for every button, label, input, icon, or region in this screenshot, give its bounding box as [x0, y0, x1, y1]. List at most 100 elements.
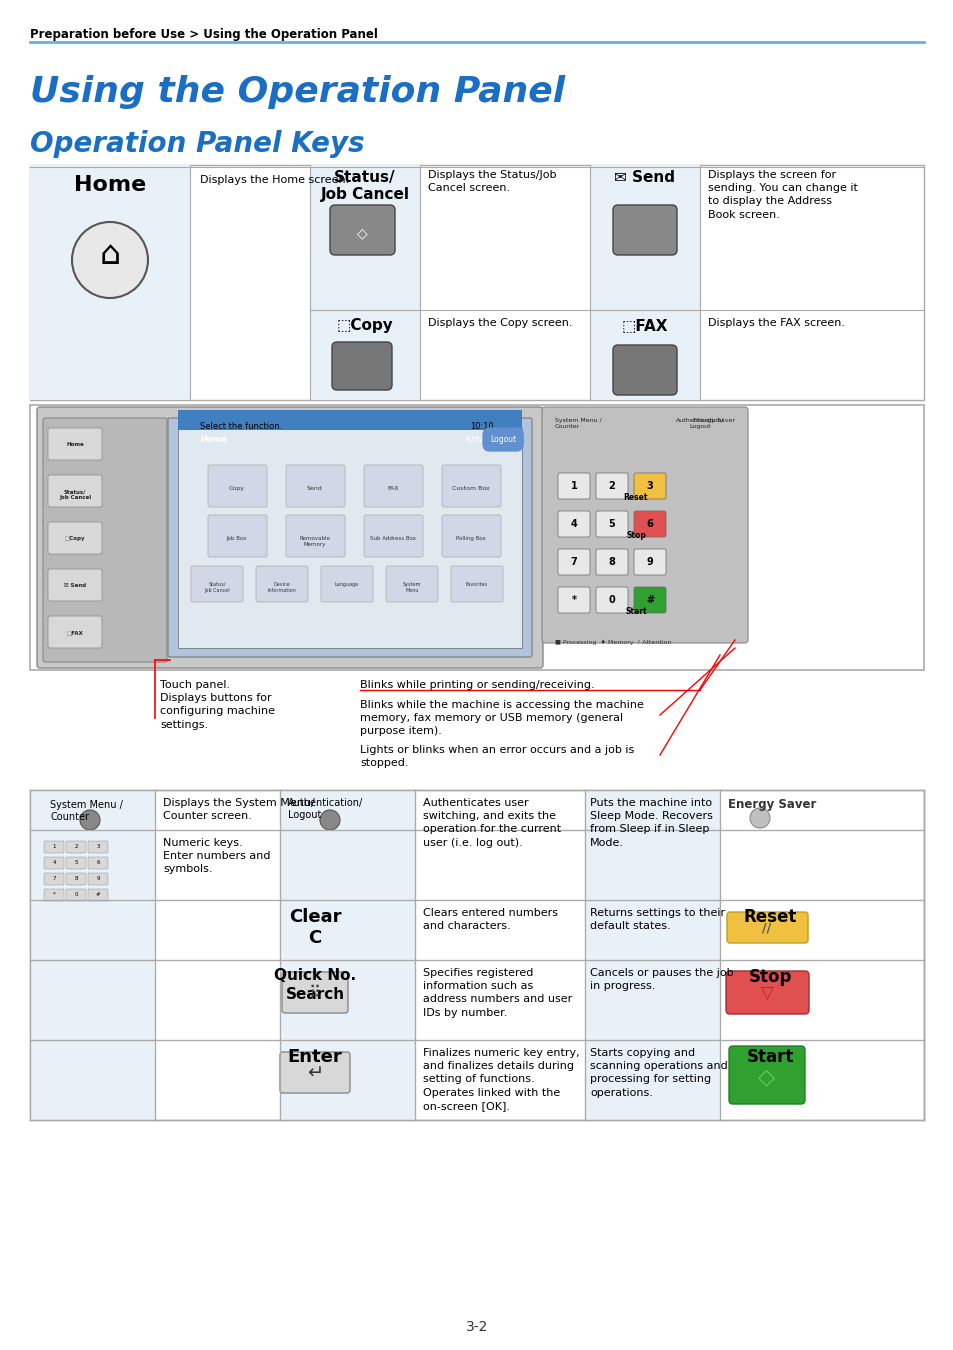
FancyBboxPatch shape: [178, 428, 521, 648]
Text: 9: 9: [646, 558, 653, 567]
Text: Language: Language: [335, 582, 358, 587]
Text: Home: Home: [200, 435, 227, 444]
Text: 3: 3: [96, 844, 100, 849]
Text: Copy: Copy: [229, 486, 245, 491]
FancyBboxPatch shape: [208, 464, 267, 508]
Text: Operation Panel Keys: Operation Panel Keys: [30, 130, 364, 158]
Text: Authentication/
Logout: Authentication/ Logout: [675, 418, 723, 429]
FancyBboxPatch shape: [558, 472, 589, 499]
Circle shape: [80, 810, 100, 830]
Text: Puts the machine into
Sleep Mode. Recovers
from Sleep if in Sleep
Mode.: Puts the machine into Sleep Mode. Recove…: [589, 798, 712, 848]
FancyBboxPatch shape: [191, 566, 243, 602]
FancyBboxPatch shape: [168, 418, 532, 657]
FancyBboxPatch shape: [441, 464, 500, 508]
Text: 10:10: 10:10: [470, 423, 494, 431]
Text: Cancels or pauses the job
in progress.: Cancels or pauses the job in progress.: [589, 968, 733, 991]
Text: Device
Information: Device Information: [268, 582, 296, 593]
Text: ⬚FAX: ⬚FAX: [67, 630, 83, 634]
Text: ◇: ◇: [356, 225, 367, 240]
FancyBboxPatch shape: [634, 512, 665, 537]
Text: Start: Start: [624, 608, 646, 616]
Text: Removable
Memory: Removable Memory: [299, 536, 330, 547]
Text: Energy Saver: Energy Saver: [727, 798, 816, 811]
Text: ⬚FAX: ⬚FAX: [621, 319, 667, 333]
FancyBboxPatch shape: [589, 165, 700, 310]
Text: Blinks while the machine is accessing the machine
memory, fax memory or USB memo: Blinks while the machine is accessing th…: [359, 701, 643, 736]
FancyBboxPatch shape: [43, 418, 167, 662]
FancyBboxPatch shape: [280, 960, 415, 1040]
FancyBboxPatch shape: [280, 1052, 350, 1094]
Text: 6: 6: [646, 518, 653, 529]
FancyBboxPatch shape: [30, 960, 154, 1040]
Text: 8: 8: [74, 876, 77, 880]
FancyBboxPatch shape: [44, 890, 64, 900]
Text: Preparation before Use > Using the Operation Panel: Preparation before Use > Using the Opera…: [30, 28, 377, 40]
Text: Using the Operation Panel: Using the Operation Panel: [30, 76, 564, 109]
FancyBboxPatch shape: [725, 971, 808, 1014]
Text: Displays the Status/Job
Cancel screen.: Displays the Status/Job Cancel screen.: [428, 170, 556, 193]
FancyBboxPatch shape: [584, 960, 720, 1040]
Text: Displays the Home screen.: Displays the Home screen.: [200, 176, 349, 185]
FancyBboxPatch shape: [280, 790, 415, 830]
Text: ↵: ↵: [307, 1064, 323, 1083]
Text: Custom Box: Custom Box: [452, 486, 489, 491]
FancyBboxPatch shape: [88, 890, 108, 900]
Text: Status/
Job Cancel: Status/ Job Cancel: [59, 489, 91, 500]
Text: Enter: Enter: [287, 1048, 342, 1067]
Text: ✉ Send: ✉ Send: [614, 170, 675, 185]
FancyBboxPatch shape: [541, 406, 747, 643]
Text: Energy Saver: Energy Saver: [692, 418, 734, 423]
FancyBboxPatch shape: [441, 514, 500, 558]
FancyBboxPatch shape: [208, 514, 267, 558]
FancyBboxPatch shape: [364, 464, 422, 508]
FancyBboxPatch shape: [634, 472, 665, 499]
FancyBboxPatch shape: [332, 342, 392, 390]
Text: 3: 3: [646, 481, 653, 491]
Text: Quick No.
Search: Quick No. Search: [274, 968, 355, 1002]
FancyBboxPatch shape: [30, 790, 154, 830]
FancyBboxPatch shape: [558, 587, 589, 613]
Text: Reset: Reset: [623, 493, 648, 502]
FancyBboxPatch shape: [48, 616, 102, 648]
Text: Numeric keys.
Enter numbers and
symbols.: Numeric keys. Enter numbers and symbols.: [163, 838, 271, 875]
Text: FAX: FAX: [387, 486, 398, 491]
FancyBboxPatch shape: [726, 913, 807, 944]
Text: 6: 6: [96, 860, 100, 864]
FancyBboxPatch shape: [30, 1040, 154, 1120]
FancyBboxPatch shape: [310, 165, 419, 310]
Text: Returns settings to their
default states.: Returns settings to their default states…: [589, 909, 724, 931]
FancyBboxPatch shape: [451, 566, 502, 602]
Text: 9: 9: [96, 876, 100, 880]
FancyBboxPatch shape: [44, 841, 64, 853]
FancyBboxPatch shape: [558, 512, 589, 537]
FancyBboxPatch shape: [584, 790, 720, 830]
FancyBboxPatch shape: [584, 830, 720, 900]
FancyBboxPatch shape: [320, 566, 373, 602]
FancyBboxPatch shape: [558, 549, 589, 575]
Text: Clear
C: Clear C: [289, 909, 341, 946]
Text: #: #: [95, 891, 100, 896]
Text: Reset: Reset: [742, 909, 796, 926]
Text: 4: 4: [570, 518, 577, 529]
FancyBboxPatch shape: [44, 857, 64, 869]
Text: ▽: ▽: [760, 986, 773, 1003]
Text: Home: Home: [73, 176, 146, 194]
Text: 2: 2: [74, 844, 77, 849]
Text: 0: 0: [608, 595, 615, 605]
FancyBboxPatch shape: [48, 428, 102, 460]
FancyBboxPatch shape: [48, 568, 102, 601]
Text: System
Menu: System Menu: [402, 582, 420, 593]
Circle shape: [71, 221, 148, 298]
Text: Admin: Admin: [464, 435, 489, 444]
Text: 0: 0: [74, 891, 77, 896]
Text: Status/
Job Cancel: Status/ Job Cancel: [204, 582, 230, 593]
FancyBboxPatch shape: [48, 522, 102, 554]
Text: ⬚Copy: ⬚Copy: [65, 536, 85, 541]
FancyBboxPatch shape: [30, 790, 923, 1120]
Text: Touch panel.
Displays buttons for
configuring machine
settings.: Touch panel. Displays buttons for config…: [160, 680, 274, 729]
Text: 7: 7: [52, 876, 55, 880]
FancyBboxPatch shape: [613, 205, 677, 255]
Text: Finalizes numeric key entry,
and finalizes details during
setting of functions.
: Finalizes numeric key entry, and finaliz…: [422, 1048, 579, 1111]
Text: System Menu /
Counter: System Menu / Counter: [50, 801, 123, 822]
FancyBboxPatch shape: [584, 900, 720, 960]
